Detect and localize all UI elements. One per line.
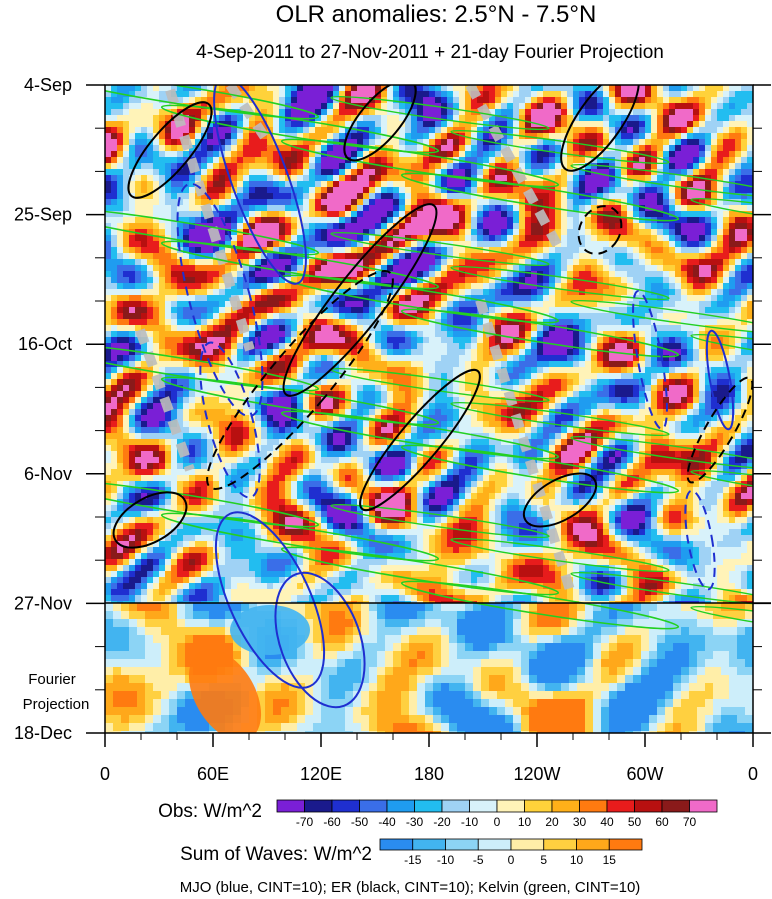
waves-legend-tick: -15 bbox=[404, 853, 422, 867]
waves-legend-swatch bbox=[412, 838, 446, 851]
waves-legend-label: Sum of Waves: W/m^2 bbox=[180, 844, 372, 865]
x-axis: 0 60E 120E 180 120W 60W 0 bbox=[100, 733, 758, 784]
waves-legend-swatch bbox=[445, 838, 479, 851]
obs-legend-swatch bbox=[524, 799, 553, 813]
obs-legend-swatch bbox=[689, 799, 718, 813]
obs-legend-tick: 0 bbox=[494, 815, 501, 829]
obs-legend-swatch bbox=[661, 799, 690, 813]
obs-legend-tick: -20 bbox=[433, 815, 451, 829]
y-tick-label: 18-Dec bbox=[14, 723, 72, 743]
obs-legend-tick: -40 bbox=[378, 815, 396, 829]
x-tick-label: 0 bbox=[748, 764, 758, 784]
x-tick-label: 60W bbox=[626, 764, 663, 784]
waves-legend-swatch bbox=[576, 838, 610, 851]
obs-legend-tick: 30 bbox=[573, 815, 587, 829]
obs-legend-tick: -30 bbox=[406, 815, 424, 829]
y-axis: 4-Sep 25-Sep 16-Oct 6-Nov 27-Nov 18-Dec bbox=[14, 75, 771, 743]
obs-legend: -70 -60 -50 -40 -30 -20 -10 0 10 20 30 40 50 60 70 bbox=[276, 799, 718, 829]
waves-legend-tick: -10 bbox=[437, 853, 455, 867]
waves-legend-swatch bbox=[510, 838, 545, 851]
y-tick-label: 16-Oct bbox=[18, 334, 72, 354]
contour-note: MJO (blue, CINT=10); ER (black, CINT=10)… bbox=[180, 879, 641, 896]
obs-legend-label: Obs: W/m^2 bbox=[158, 801, 262, 822]
chart-title: OLR anomalies: 2.5°N - 7.5°N bbox=[276, 1, 597, 28]
x-tick-label: 120E bbox=[300, 764, 342, 784]
obs-legend-swatch bbox=[414, 799, 443, 813]
projection-label-line1: Fourier bbox=[28, 671, 76, 688]
waves-legend-tick: 15 bbox=[603, 853, 617, 867]
waves-legend: -15 -10 -5 0 5 10 15 bbox=[379, 838, 643, 867]
obs-legend-tick: -70 bbox=[296, 815, 314, 829]
waves-legend-swatch bbox=[379, 838, 414, 851]
waves-legend-swatch bbox=[608, 838, 643, 851]
waves-legend-tick: 10 bbox=[570, 853, 584, 867]
obs-legend-swatch bbox=[441, 799, 470, 813]
plot-area bbox=[104, 84, 771, 734]
chart-subtitle: 4-Sep-2011 to 27-Nov-2011 + 21-day Fouri… bbox=[196, 42, 664, 63]
x-tick-label: 180 bbox=[414, 764, 444, 784]
y-tick-label: 25-Sep bbox=[14, 205, 72, 225]
waves-legend-tick: 0 bbox=[508, 853, 515, 867]
obs-anomaly-field bbox=[105, 85, 753, 603]
projection-field bbox=[105, 603, 753, 733]
obs-legend-tick: 40 bbox=[600, 815, 614, 829]
obs-legend-swatch bbox=[634, 799, 663, 813]
projection-label-line2: Projection bbox=[23, 696, 90, 713]
obs-legend-swatch bbox=[469, 799, 498, 813]
obs-legend-tick: -50 bbox=[351, 815, 369, 829]
obs-legend-swatch bbox=[331, 799, 360, 813]
wave-contours bbox=[105, 85, 753, 709]
y-tick-label: 27-Nov bbox=[14, 593, 72, 613]
obs-legend-tick: -10 bbox=[461, 815, 479, 829]
obs-legend-swatch bbox=[579, 799, 608, 813]
obs-legend-tick: 20 bbox=[545, 815, 559, 829]
waves-legend-swatch bbox=[477, 838, 512, 851]
obs-legend-swatch bbox=[304, 799, 333, 813]
obs-legend-swatch bbox=[551, 799, 580, 813]
waves-legend-swatch bbox=[543, 838, 577, 851]
y-tick-label: 6-Nov bbox=[24, 464, 72, 484]
obs-legend-tick: 50 bbox=[628, 815, 642, 829]
obs-legend-swatch bbox=[386, 799, 415, 813]
waves-legend-tick: 5 bbox=[540, 853, 547, 867]
obs-legend-tick: -60 bbox=[323, 815, 341, 829]
obs-legend-tick: 70 bbox=[683, 815, 697, 829]
obs-legend-swatch bbox=[276, 799, 305, 813]
x-tick-label: 60E bbox=[197, 764, 229, 784]
y-tick-label: 4-Sep bbox=[24, 75, 72, 95]
waves-legend-tick: -5 bbox=[473, 853, 484, 867]
obs-legend-tick: 60 bbox=[655, 815, 669, 829]
x-tick-label: 120W bbox=[513, 764, 560, 784]
obs-legend-swatch bbox=[359, 799, 388, 813]
obs-legend-tick: 10 bbox=[518, 815, 532, 829]
obs-legend-swatch bbox=[606, 799, 635, 813]
obs-legend-swatch bbox=[496, 799, 525, 813]
x-tick-label: 0 bbox=[100, 764, 110, 784]
